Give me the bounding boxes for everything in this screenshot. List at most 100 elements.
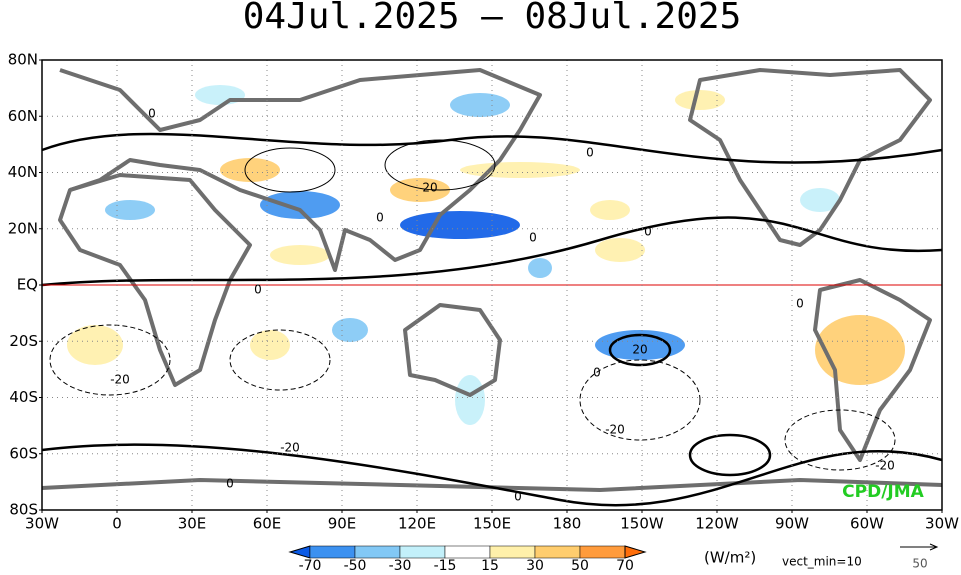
lon-label: 60W — [850, 515, 884, 533]
lat-label: 60S — [9, 444, 38, 462]
colorbar-cell — [399, 545, 446, 559]
contour-label: 0 — [586, 146, 594, 160]
lat-label: 80S — [9, 501, 38, 519]
lon-label: 30E — [178, 515, 207, 533]
colorbar-low-end — [288, 545, 311, 559]
contour-label: 0 — [796, 297, 804, 311]
lon-label: 120W — [695, 515, 739, 533]
contour-label: 0 — [514, 490, 522, 504]
unit: (W/m²) — [704, 549, 756, 567]
contour-label: 0 — [593, 366, 601, 380]
lon-label: 30W — [925, 515, 959, 533]
title: 04Jul.2025 – 08Jul.2025 — [243, 0, 742, 37]
lon-label: 90E — [328, 515, 357, 533]
africa — [58, 173, 252, 387]
zero-contour — [41, 443, 943, 507]
lat-label: 20S — [9, 332, 38, 350]
contour-label: -20 — [875, 459, 895, 473]
positive-contour — [608, 333, 672, 367]
ref-vector: 50 — [912, 557, 927, 571]
contour-label: -20 — [605, 423, 625, 437]
anomaly-blob — [460, 162, 580, 178]
positive-contour — [384, 139, 496, 191]
anomaly-blob — [332, 318, 368, 342]
contour-label: 0 — [148, 107, 156, 121]
anomaly-blob — [590, 200, 630, 220]
positive-contour — [244, 147, 336, 193]
lon-label: 180 — [553, 515, 582, 533]
anomaly-blob — [455, 375, 485, 425]
colorbar-label: -15 — [434, 558, 457, 574]
colorbar-cell — [534, 545, 581, 559]
zero-contour — [41, 216, 943, 287]
lat-label: 20N — [8, 219, 38, 237]
colorbar: -70 -50 -30 -15 15 30 50 70 — [288, 545, 647, 574]
vect-min: vect_min=10 — [782, 555, 862, 569]
colorbar-label: 15 — [481, 558, 499, 574]
colorbar-cell — [309, 545, 356, 559]
contour-label: 20 — [632, 343, 647, 357]
credit: CPD/JMA — [842, 482, 924, 502]
positive-contour — [688, 433, 772, 477]
anomaly-blob — [800, 188, 840, 212]
lat-label: 40N — [8, 163, 38, 181]
lon-label: 120E — [398, 515, 436, 533]
anomaly-blob — [450, 93, 510, 117]
contour-label: 0 — [254, 283, 262, 297]
south-america — [813, 278, 932, 462]
anomaly-blob — [675, 90, 725, 110]
colorbar-cell — [489, 545, 536, 559]
negative-contour — [784, 409, 896, 471]
eurasia — [59, 68, 542, 272]
lat-label: 40S — [9, 388, 38, 406]
anomaly-blob — [528, 258, 552, 278]
contour-label: -20 — [110, 373, 130, 387]
anomaly-blob — [260, 191, 340, 219]
anomaly-blob — [595, 330, 685, 360]
contour-label: -20 — [280, 441, 300, 455]
lat-label: 60N — [8, 107, 38, 125]
colorbar-label: -50 — [344, 558, 367, 574]
colorbar-label: 50 — [571, 558, 589, 574]
contour-label: 0 — [226, 477, 234, 491]
lat-label: EQ — [17, 276, 38, 294]
contours — [41, 132, 943, 507]
colorbar-label: 70 — [616, 558, 634, 574]
colorbar-label: 30 — [526, 558, 544, 574]
colorbar-label: -30 — [389, 558, 412, 574]
anomaly-blob — [105, 200, 155, 220]
map-frame — [41, 59, 943, 511]
anomaly-shading — [67, 85, 905, 425]
negative-contour — [579, 359, 701, 441]
colorbar-cell — [444, 545, 491, 559]
colorbar-cell — [354, 545, 401, 559]
anomaly-blob — [815, 315, 905, 385]
lon-label: 60E — [253, 515, 282, 533]
colorbar-label: -70 — [299, 558, 322, 574]
contour-label: 0 — [376, 211, 384, 225]
contour-label: 0 — [644, 225, 652, 239]
lon-label: 30W — [25, 515, 59, 533]
australia — [403, 303, 502, 397]
lon-label: 90W — [775, 515, 809, 533]
negative-contour — [49, 324, 171, 396]
lon-label: 150W — [620, 515, 664, 533]
colorbar-cell — [579, 545, 626, 559]
lat-label: 80N — [8, 51, 38, 69]
ref-arrow-head — [929, 543, 939, 551]
lon-label: 0 — [112, 515, 122, 533]
anomaly-blob — [67, 325, 123, 365]
colorbar-high-end — [624, 545, 647, 559]
anomaly-blob — [400, 211, 520, 239]
anomaly-blob — [270, 245, 330, 265]
anomaly-blob — [220, 158, 280, 182]
lon-label: 150E — [473, 515, 511, 533]
contour-label: 20 — [422, 181, 437, 195]
anomaly-blob — [595, 238, 645, 262]
negative-contour — [229, 329, 331, 391]
contour-label: 0 — [529, 231, 537, 245]
contour-labels: 0 0 0 0 0 0 20 -20 -20 0 -20 20 0 -20 0 0 — [110, 107, 895, 504]
